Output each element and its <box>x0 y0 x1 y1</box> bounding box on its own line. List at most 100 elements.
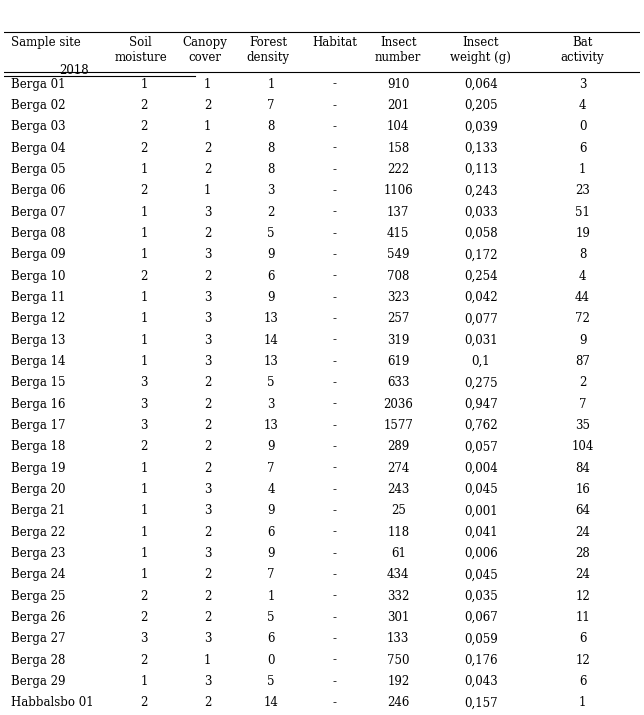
Text: 1577: 1577 <box>383 419 413 432</box>
Text: 323: 323 <box>387 291 410 304</box>
Text: -: - <box>333 334 337 347</box>
Text: Habitat: Habitat <box>312 36 357 49</box>
Text: 3: 3 <box>204 206 211 219</box>
Text: -: - <box>333 504 337 517</box>
Text: 3: 3 <box>204 675 211 688</box>
Text: Berga 07: Berga 07 <box>10 206 65 219</box>
Text: -: - <box>333 312 337 325</box>
Text: 0,064: 0,064 <box>464 78 498 91</box>
Text: 3: 3 <box>267 398 275 410</box>
Text: 1: 1 <box>140 248 147 261</box>
Text: 13: 13 <box>263 312 279 325</box>
Text: 1: 1 <box>204 654 211 666</box>
Text: 1: 1 <box>140 462 147 475</box>
Text: 118: 118 <box>387 526 410 538</box>
Text: 319: 319 <box>387 334 410 347</box>
Text: 104: 104 <box>387 120 410 133</box>
Text: 2: 2 <box>140 99 147 112</box>
Text: 24: 24 <box>575 526 590 538</box>
Text: Berga 22: Berga 22 <box>10 526 65 538</box>
Text: 2: 2 <box>140 696 147 709</box>
Text: 2: 2 <box>140 611 147 624</box>
Text: 301: 301 <box>387 611 410 624</box>
Text: 1: 1 <box>579 163 586 176</box>
Text: Berga 02: Berga 02 <box>10 99 65 112</box>
Text: -: - <box>333 99 337 112</box>
Text: 0,058: 0,058 <box>464 227 498 240</box>
Text: 158: 158 <box>387 142 410 154</box>
Text: 1: 1 <box>140 483 147 496</box>
Text: Berga 04: Berga 04 <box>10 142 65 154</box>
Text: Berga 20: Berga 20 <box>10 483 65 496</box>
Text: -: - <box>333 654 337 666</box>
Text: 1: 1 <box>579 696 586 709</box>
Text: Berga 15: Berga 15 <box>10 376 65 389</box>
Text: Berga 28: Berga 28 <box>10 654 65 666</box>
Text: 222: 222 <box>387 163 410 176</box>
Text: Berga 03: Berga 03 <box>10 120 65 133</box>
Text: Sample site: Sample site <box>10 36 80 49</box>
Text: 0,045: 0,045 <box>464 568 498 581</box>
Text: 0,205: 0,205 <box>464 99 498 112</box>
Text: 2: 2 <box>204 462 211 475</box>
Text: 72: 72 <box>575 312 590 325</box>
Text: 0,172: 0,172 <box>464 248 498 261</box>
Text: 0,275: 0,275 <box>464 376 498 389</box>
Text: 3: 3 <box>204 632 211 645</box>
Text: 1: 1 <box>140 547 147 560</box>
Text: -: - <box>333 142 337 154</box>
Text: Berga 24: Berga 24 <box>10 568 65 581</box>
Text: 257: 257 <box>387 312 410 325</box>
Text: 137: 137 <box>387 206 410 219</box>
Text: 1: 1 <box>140 675 147 688</box>
Text: -: - <box>333 483 337 496</box>
Text: Berga 19: Berga 19 <box>10 462 65 475</box>
Text: -: - <box>333 270 337 282</box>
Text: 2: 2 <box>204 270 211 282</box>
Text: 633: 633 <box>387 376 410 389</box>
Text: 5: 5 <box>267 227 275 240</box>
Text: 14: 14 <box>263 696 279 709</box>
Text: 2: 2 <box>140 590 147 603</box>
Text: 1: 1 <box>267 78 275 91</box>
Text: 8: 8 <box>267 142 275 154</box>
Text: 16: 16 <box>575 483 590 496</box>
Text: 619: 619 <box>387 355 410 368</box>
Text: Berga 05: Berga 05 <box>10 163 65 176</box>
Text: 7: 7 <box>267 568 275 581</box>
Text: Insect
weight (g): Insect weight (g) <box>451 36 511 64</box>
Text: 0,254: 0,254 <box>464 270 498 282</box>
Text: 0,001: 0,001 <box>464 504 498 517</box>
Text: 2: 2 <box>204 611 211 624</box>
Text: -: - <box>333 526 337 538</box>
Text: 3: 3 <box>204 248 211 261</box>
Text: 0,004: 0,004 <box>464 462 498 475</box>
Text: Berga 26: Berga 26 <box>10 611 65 624</box>
Text: 0,035: 0,035 <box>464 590 498 603</box>
Text: 2: 2 <box>204 398 211 410</box>
Text: 9: 9 <box>267 440 275 453</box>
Text: 0,157: 0,157 <box>464 696 498 709</box>
Text: 13: 13 <box>263 355 279 368</box>
Text: 332: 332 <box>387 590 410 603</box>
Text: 2: 2 <box>204 526 211 538</box>
Text: 243: 243 <box>387 483 410 496</box>
Text: -: - <box>333 355 337 368</box>
Text: -: - <box>333 206 337 219</box>
Text: 6: 6 <box>267 270 275 282</box>
Text: 0,042: 0,042 <box>464 291 498 304</box>
Text: 2: 2 <box>204 163 211 176</box>
Text: 11: 11 <box>575 611 590 624</box>
Text: 1: 1 <box>140 78 147 91</box>
Text: 7: 7 <box>267 462 275 475</box>
Text: -: - <box>333 590 337 603</box>
Text: Berga 14: Berga 14 <box>10 355 65 368</box>
Text: 8: 8 <box>267 120 275 133</box>
Text: 0,033: 0,033 <box>464 206 498 219</box>
Text: 289: 289 <box>387 440 410 453</box>
Text: 23: 23 <box>575 184 590 197</box>
Text: 0,077: 0,077 <box>464 312 498 325</box>
Text: Bat
activity: Bat activity <box>561 36 605 64</box>
Text: 2: 2 <box>204 440 211 453</box>
Text: 0,059: 0,059 <box>464 632 498 645</box>
